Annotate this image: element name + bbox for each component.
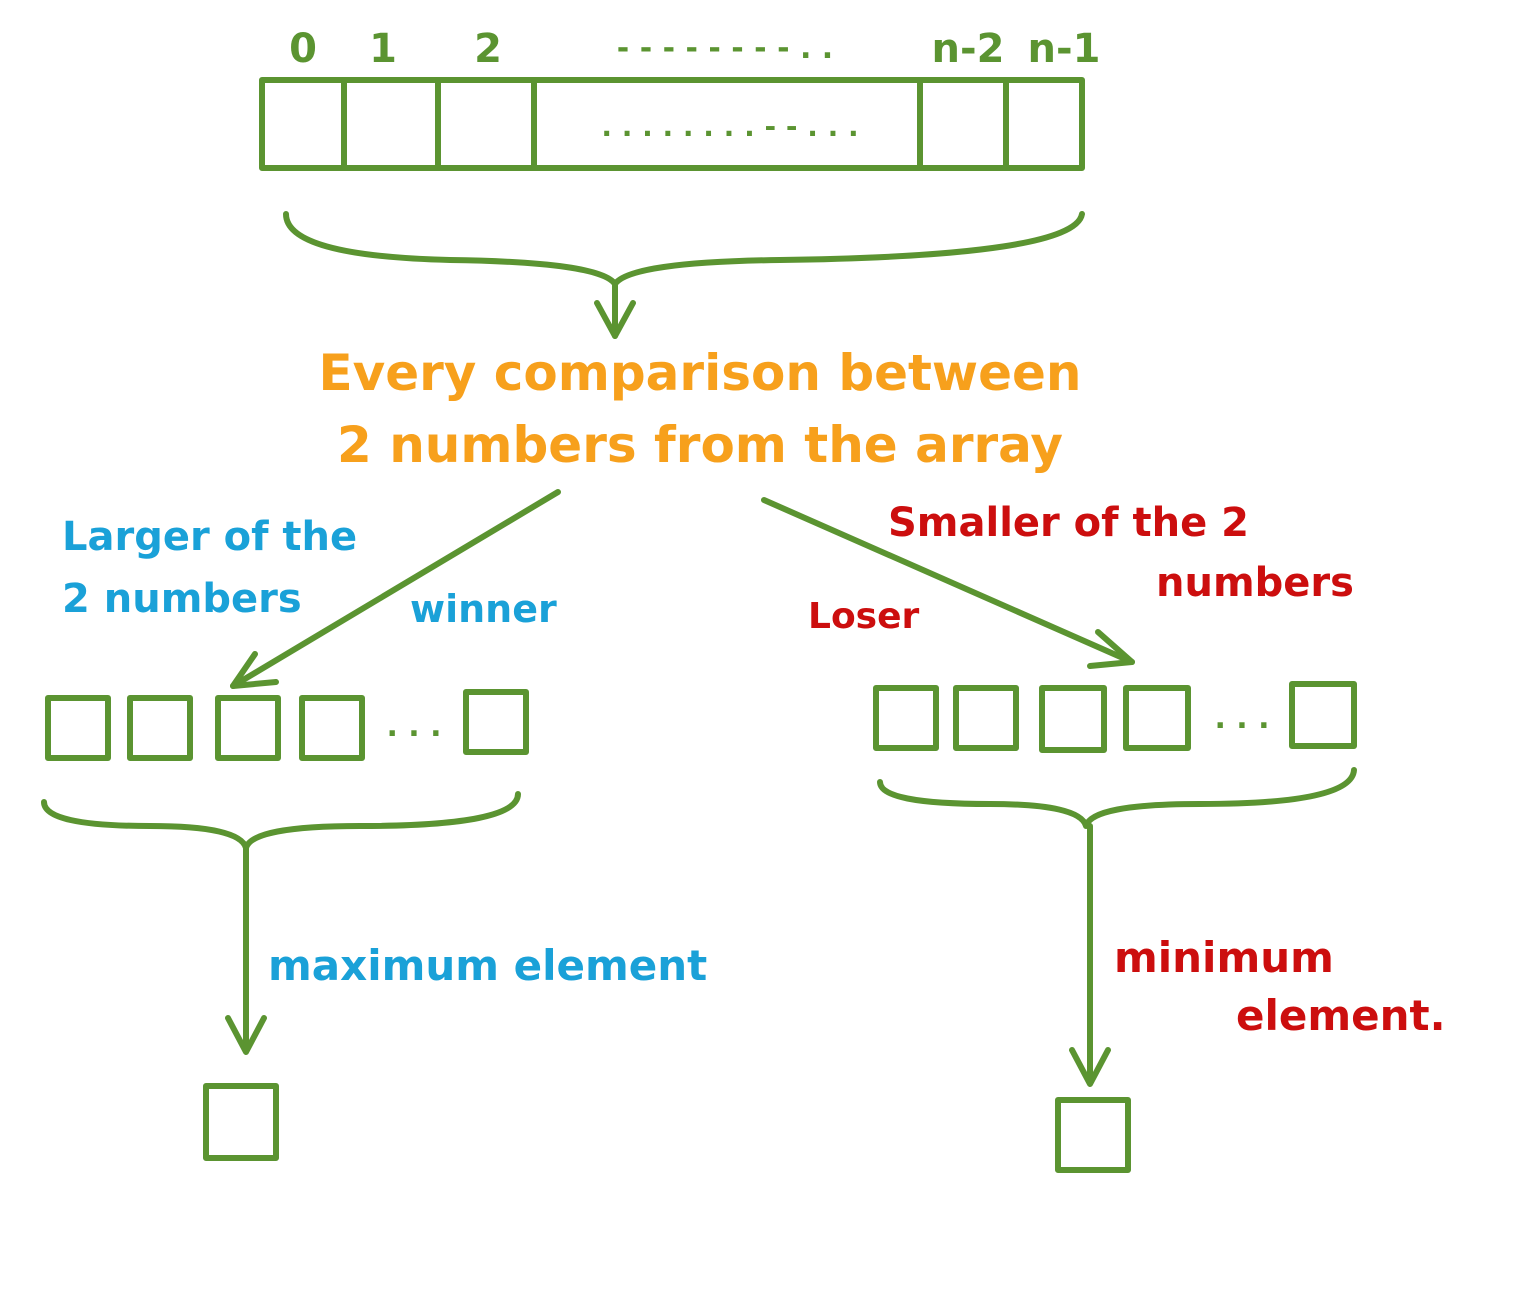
larger-description-line-2: 2 numbers [62,576,302,622]
min-arrow-head [1069,1047,1111,1087]
loser-cell [1039,685,1107,753]
loser-cell [953,685,1019,751]
winners-array [45,689,529,761]
index-label-2: 2 [474,26,502,72]
winners-brace [41,791,521,851]
loser-arrow-head [1087,629,1135,669]
array-middle-dots: . . . . . . . . - - . . . [601,110,858,143]
array-cell-n-1 [1003,77,1085,171]
smaller-description-line-1: Smaller of the 2 [888,500,1249,546]
array-cell-1 [341,77,441,171]
losers-brace [877,767,1357,829]
winner-arrow-head [230,651,279,689]
index-label-ellipsis: - - - - - - - - . . [617,31,833,66]
smaller-description-line-2: numbers [1156,560,1354,606]
larger-description-line-1: Larger of the [62,514,357,560]
heading-line-2: 2 numbers from the array [337,416,1063,474]
top-brace [283,211,1085,287]
maximum-result-cell [203,1083,279,1161]
index-label-1: 1 [369,26,397,72]
array-cell-n-2 [917,77,1009,171]
input-array [259,77,1085,171]
winner-cell [127,695,193,761]
loser-label: Loser [808,596,920,637]
array-cell-2 [435,77,537,171]
winner-cell [45,695,111,761]
winner-label: winner [410,587,557,631]
winners-ellipsis: . . . [386,709,441,744]
losers-ellipsis: . . . [1214,701,1269,736]
minimum-result-cell [1055,1097,1131,1173]
winner-cell [215,695,281,761]
loser-cell [873,685,939,751]
top-arrow-head [594,300,636,339]
minimum-label-line-1: minimum [1114,933,1334,982]
array-cell-0 [259,77,347,171]
winner-cell [463,689,529,755]
minimum-label-line-2: element. [1236,991,1446,1040]
index-label-n-2: n-2 [932,26,1005,72]
array-index-labels: 0 1 2 - - - - - - - - . . n-2 n-1 [289,26,1100,72]
winner-cell [299,695,365,761]
loser-arrow-shaft [761,497,1135,665]
index-label-n-1: n-1 [1028,26,1101,72]
maximum-element-label: maximum element [268,941,707,990]
winner-arrow-shaft [230,489,561,689]
loser-cell [1289,681,1357,749]
heading-line-1: Every comparison between [318,344,1081,402]
losers-array [873,681,1357,753]
max-arrow-head [225,1015,267,1055]
index-label-0: 0 [289,26,317,72]
loser-cell [1123,685,1191,751]
